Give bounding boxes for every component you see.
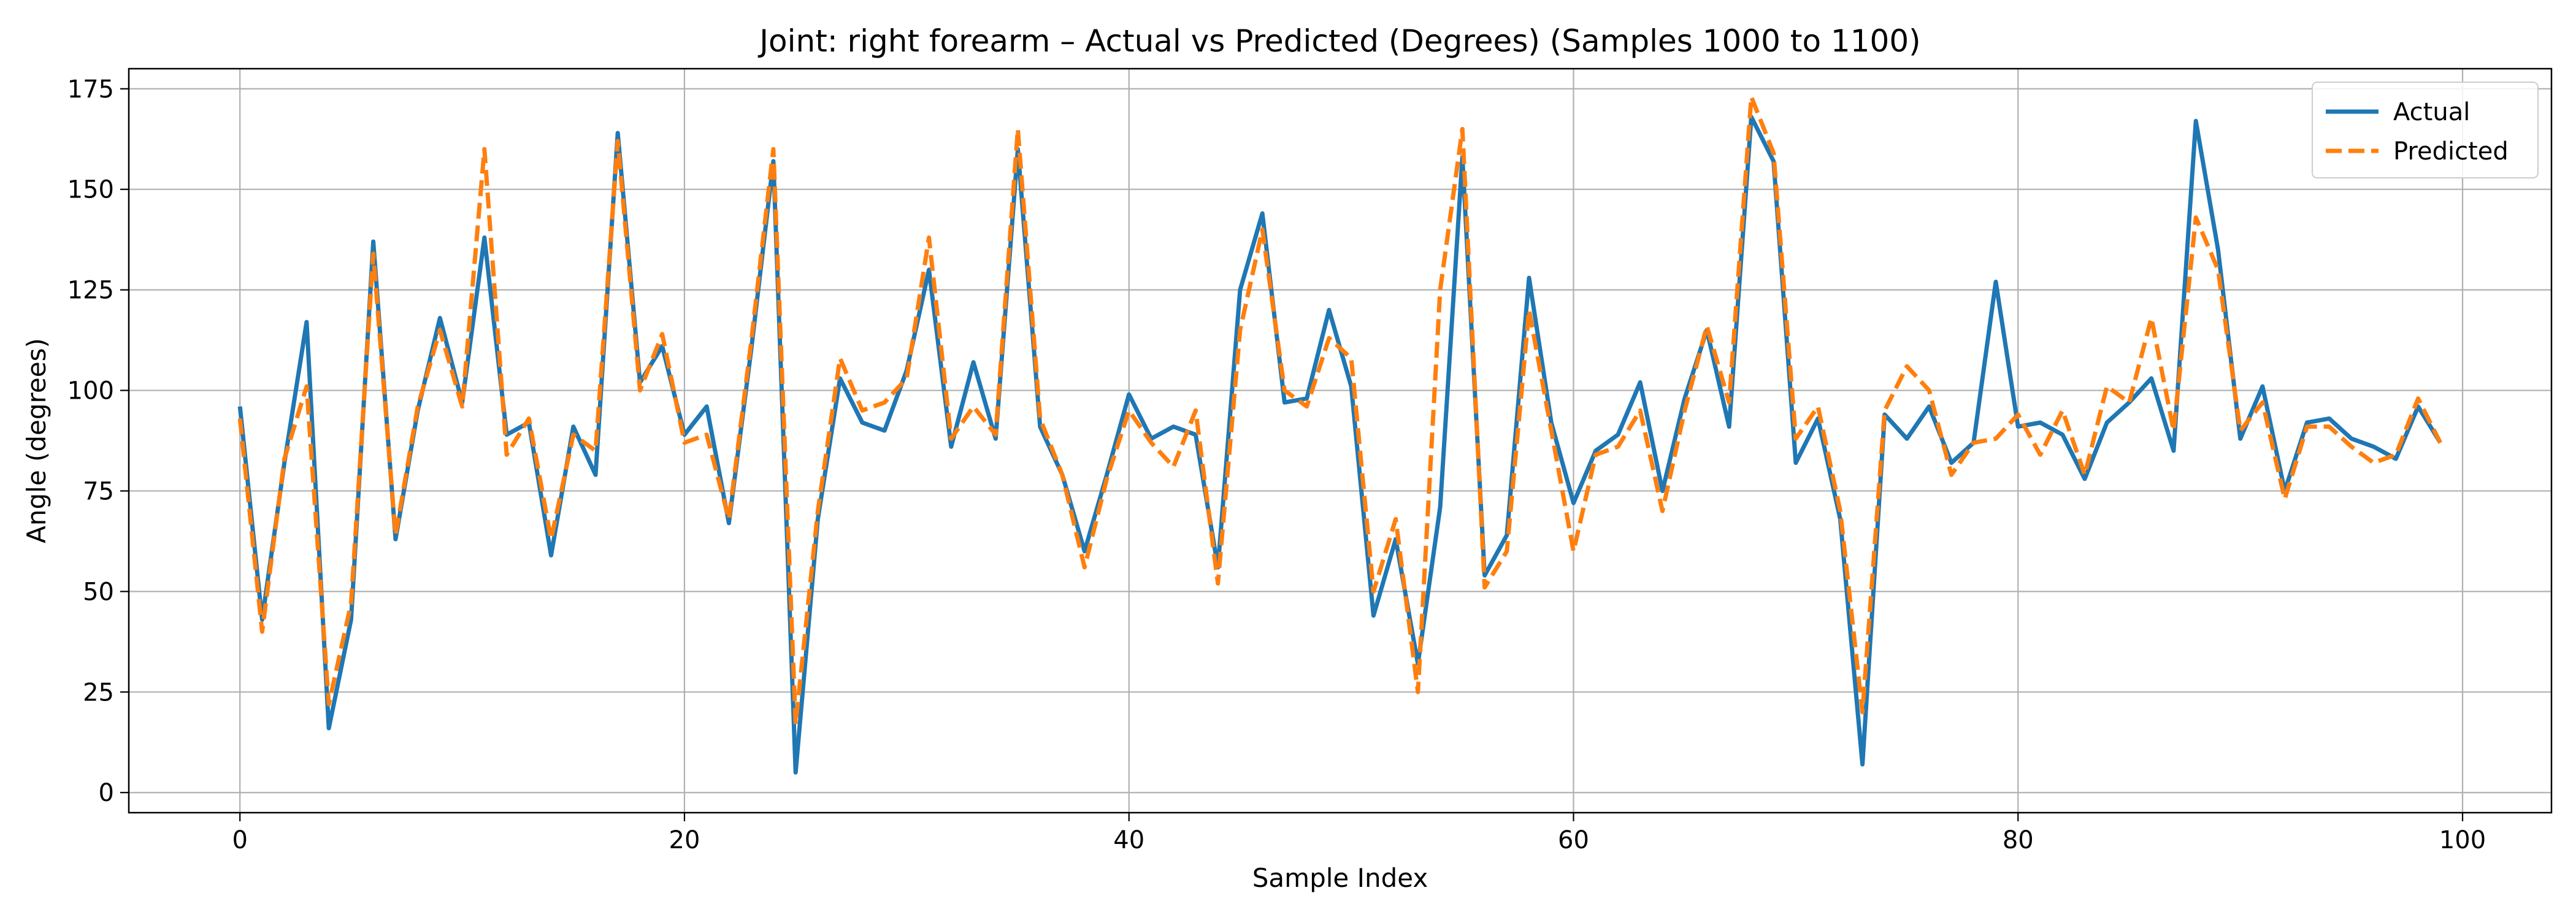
plot-area-frame (128, 67, 2553, 814)
x-tick-label: 0 (232, 826, 247, 854)
y-axis-label: Angle (degrees) (21, 338, 52, 543)
x-axis-label: Sample Index (1252, 863, 1428, 893)
x-tick-label: 80 (2003, 826, 2034, 854)
y-tick-label: 0 (99, 779, 114, 807)
x-tick-label: 20 (669, 826, 700, 854)
legend-label-predicted: Predicted (2393, 137, 2509, 166)
grid (129, 69, 2551, 813)
x-axis: 0 20 40 60 80 100 (232, 813, 2486, 854)
series-lines (237, 94, 2442, 775)
y-tick-label: 175 (67, 75, 114, 104)
legend-label-actual: Actual (2393, 98, 2470, 126)
legend: Actual Predicted (2312, 82, 2539, 178)
chart-title: Joint: right forearm – Actual vs Predict… (757, 23, 1920, 59)
y-tick-label: 25 (83, 678, 114, 707)
series-line-predicted (237, 94, 2442, 727)
y-tick-label: 125 (67, 277, 114, 305)
y-tick-label: 50 (83, 578, 114, 606)
y-tick-label: 75 (83, 477, 114, 505)
x-tick-label: 40 (1113, 826, 1144, 854)
y-tick-label: 100 (67, 377, 114, 405)
y-tick-label: 150 (67, 176, 114, 204)
x-tick-label: 100 (2439, 826, 2486, 854)
legend-box (2312, 82, 2539, 178)
x-tick-label: 60 (1558, 826, 1589, 854)
y-axis: 0 25 50 75 100 125 150 175 (67, 75, 129, 807)
